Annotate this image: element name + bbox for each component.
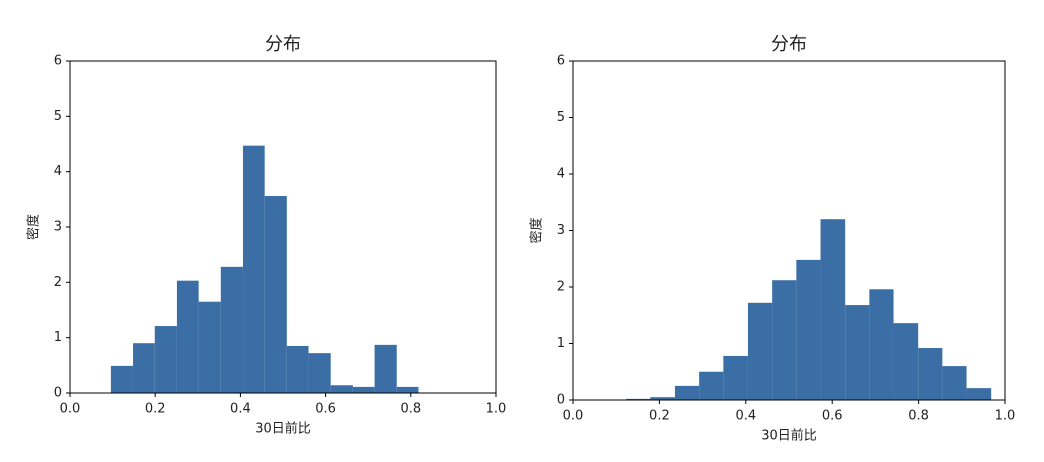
x-tick-label: 0.6 <box>822 409 843 424</box>
y-tick-label: 6 <box>557 54 565 69</box>
bar <box>110 365 134 393</box>
x-tick-label: 0.2 <box>649 409 670 424</box>
y-tick-label: 3 <box>557 223 565 238</box>
bar <box>674 385 700 400</box>
y-tick-label: 5 <box>54 109 62 124</box>
bar <box>942 366 967 400</box>
bar <box>869 289 894 400</box>
y-tick-label: 3 <box>54 220 62 235</box>
x-tick-label: 0.4 <box>230 402 251 417</box>
x-tick-label: 1.0 <box>486 402 507 417</box>
y-tick-label: 4 <box>557 167 565 182</box>
x-tick-label: 0.8 <box>400 402 421 417</box>
bar <box>396 386 419 393</box>
bar <box>966 388 992 400</box>
x-tick-label: 0.2 <box>145 402 166 417</box>
y-tick-label: 2 <box>557 280 565 295</box>
bar <box>330 385 353 393</box>
bar <box>220 266 243 393</box>
y-tick-label: 0 <box>54 386 62 401</box>
bar <box>374 344 397 393</box>
x-tick-label: 0.8 <box>908 409 929 424</box>
y-axis-label: 密度 <box>26 214 42 240</box>
bar <box>133 343 155 393</box>
bar <box>626 398 651 400</box>
bar <box>308 353 331 393</box>
bar <box>264 196 287 393</box>
bar <box>154 326 177 393</box>
bar <box>918 348 943 400</box>
x-tick-label: 0.0 <box>60 402 81 417</box>
bar <box>699 371 724 400</box>
y-axis-label: 密度 <box>529 217 545 243</box>
bar <box>845 305 870 400</box>
x-axis-label: 30日前比 <box>761 428 817 444</box>
bar <box>747 302 773 400</box>
y-tick-label: 5 <box>557 110 565 125</box>
x-axis-label: 30日前比 <box>255 421 311 437</box>
y-tick-label: 6 <box>54 54 62 69</box>
bar <box>176 280 199 393</box>
x-tick-label: 0.0 <box>563 409 584 424</box>
x-tick-label: 1.0 <box>995 409 1016 424</box>
bar <box>772 280 797 400</box>
bar <box>286 345 309 393</box>
chart-title: 分布 <box>771 34 807 55</box>
bar <box>198 301 221 393</box>
x-tick-label: 0.4 <box>735 409 756 424</box>
bar <box>242 145 265 393</box>
bar <box>893 323 919 400</box>
y-tick-label: 1 <box>557 336 565 351</box>
y-tick-label: 4 <box>54 164 62 179</box>
y-tick-label: 1 <box>54 330 62 345</box>
bar <box>796 259 821 400</box>
y-tick-label: 2 <box>54 275 62 290</box>
bar <box>723 355 748 400</box>
chart-title: 分布 <box>265 34 301 55</box>
bar <box>650 397 675 400</box>
bar <box>352 386 375 393</box>
bar <box>820 219 846 400</box>
y-tick-label: 0 <box>557 393 565 408</box>
x-tick-label: 0.6 <box>315 402 336 417</box>
